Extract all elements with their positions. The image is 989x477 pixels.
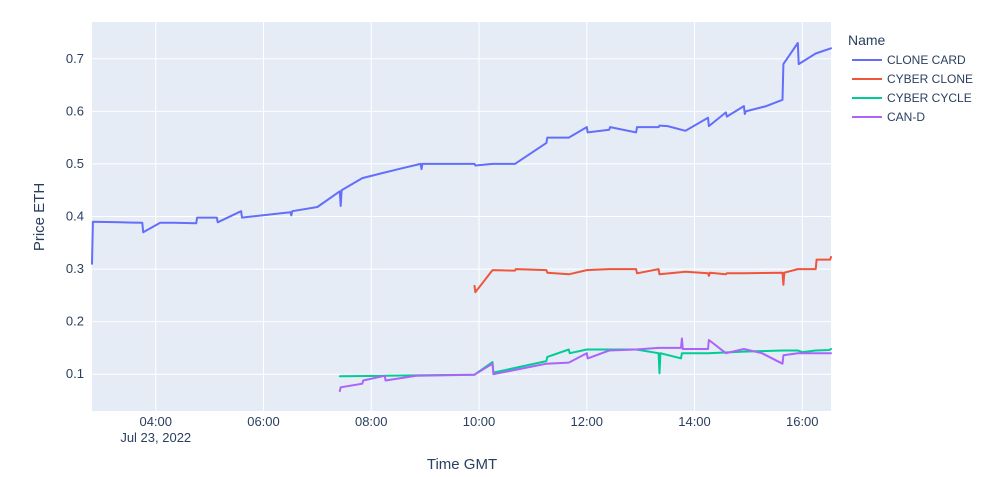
series-line-can-d[interactable] <box>338 337 832 392</box>
series-line-cyber-cycle[interactable] <box>338 348 832 378</box>
y-tick-label: 0.7 <box>66 51 84 66</box>
series-line-clone-card[interactable] <box>91 42 832 265</box>
y-axis-ticks: 0.1 0.2 0.3 0.4 0.5 0.6 0.7 <box>66 51 84 381</box>
legend-item-clone-card[interactable]: CLONE CARD <box>887 53 966 67</box>
legend-title: Name <box>848 32 886 48</box>
legend-item-can-d[interactable]: CAN-D <box>887 110 925 124</box>
legend[interactable]: Name CLONE CARD CYBER CLONE CYBER CYCLE CAN… <box>848 32 973 124</box>
x-tick-label: 04:00 <box>139 414 172 429</box>
y-tick-label: 0.4 <box>66 209 84 224</box>
grid-lines <box>92 22 831 411</box>
y-tick-label: 0.5 <box>66 156 84 171</box>
x-tick-label: 14:00 <box>678 414 711 429</box>
x-axis-title: Time GMT <box>427 456 497 473</box>
y-tick-label: 0.6 <box>66 103 84 118</box>
y-tick-label: 0.2 <box>66 314 84 329</box>
series-lines <box>91 42 832 392</box>
x-tick-label: 06:00 <box>247 414 280 429</box>
x-tick-label: 10:00 <box>463 414 496 429</box>
series-line-cyber-clone[interactable] <box>473 256 832 294</box>
legend-item-cyber-cycle[interactable]: CYBER CYCLE <box>887 91 972 105</box>
x-tick-sublabel: Jul 23, 2022 <box>120 430 191 445</box>
legend-item-cyber-clone[interactable]: CYBER CLONE <box>887 72 973 86</box>
x-tick-label: 08:00 <box>355 414 388 429</box>
x-tick-label: 12:00 <box>570 414 603 429</box>
y-axis-title: Price ETH <box>31 183 48 251</box>
y-tick-label: 0.1 <box>66 366 84 381</box>
y-tick-label: 0.3 <box>66 261 84 276</box>
x-tick-label: 16:00 <box>786 414 819 429</box>
